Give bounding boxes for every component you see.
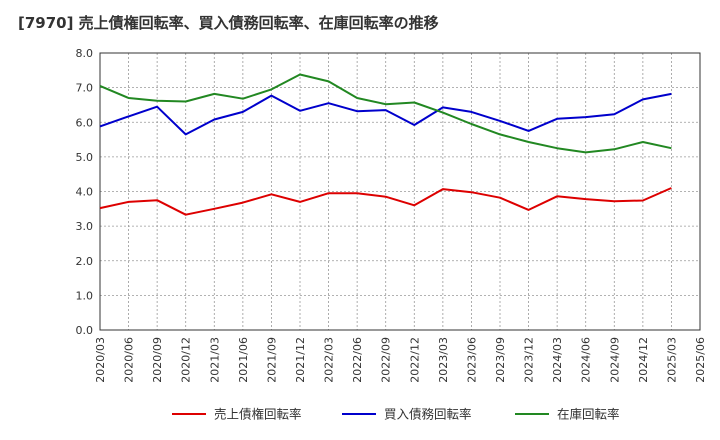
- plot-frame: [99, 52, 701, 331]
- axes: 0.0 1.0 2.0 3.0 4.0 5.0 6.0 7.0 8.0 2020/03 2020/0…: [76, 47, 708, 383]
- x-tick-label: 2024/09: [608, 337, 621, 383]
- x-tick-label: 2022/09: [380, 337, 393, 383]
- y-tick-label: 0.0: [76, 324, 94, 337]
- y-tick-label: 4.0: [76, 186, 94, 199]
- grid: [100, 53, 700, 330]
- chart-title: [7970] 売上債権回転率、買入債務回転率、在庫回転率の推移: [18, 14, 439, 32]
- x-tick-label: 2023/09: [494, 337, 507, 383]
- legend-item[interactable]: 売上債権回転率: [172, 407, 302, 422]
- x-tick-label: 2024/03: [551, 337, 564, 383]
- x-tick-label: 2023/06: [465, 337, 478, 383]
- legend-item[interactable]: 買入債務回転率: [342, 407, 472, 422]
- x-tick-label: 2020/06: [123, 337, 136, 383]
- y-tick-label: 8.0: [76, 47, 94, 60]
- x-tick-label: 2023/03: [437, 337, 450, 383]
- series-line: [99, 73, 672, 154]
- x-tick-label: 2020/12: [180, 337, 193, 383]
- x-tick-label: 2023/12: [523, 337, 536, 383]
- legend-item[interactable]: 在庫回転率: [515, 407, 620, 422]
- legend-label: 在庫回転率: [557, 407, 620, 422]
- y-tick-label: 3.0: [76, 220, 94, 233]
- x-tick-label: 2021/09: [265, 337, 278, 383]
- series-group: [99, 73, 672, 216]
- series-line: [99, 92, 672, 136]
- x-tick-label: 2024/06: [580, 337, 593, 383]
- x-tick-label: 2021/06: [237, 337, 250, 383]
- legend-label: 買入債務回転率: [384, 407, 472, 422]
- x-tick-label: 2022/03: [323, 337, 336, 383]
- x-tick-label: 2024/12: [637, 337, 650, 383]
- x-tick-label: 2021/03: [208, 337, 221, 383]
- y-tick-label: 7.0: [76, 82, 94, 95]
- legend-label: 売上債権回転率: [214, 407, 302, 422]
- x-tick-label: 2021/12: [294, 337, 307, 383]
- series-line: [99, 187, 672, 216]
- legend: 売上債権回転率 買入債務回転率 在庫回転率: [172, 407, 620, 422]
- x-tick-label: 2022/12: [408, 337, 421, 383]
- y-tick-label: 5.0: [76, 151, 94, 164]
- y-tick-label: 1.0: [76, 289, 94, 302]
- x-tick-label: 2020/03: [94, 337, 107, 383]
- x-tick-label: 2020/09: [151, 337, 164, 383]
- x-tick-label: 2025/03: [665, 337, 678, 383]
- y-tick-label: 6.0: [76, 116, 94, 129]
- x-tick-label: 2022/06: [351, 337, 364, 383]
- y-tick-label: 2.0: [76, 255, 94, 268]
- x-tick-label: 2025/06: [694, 337, 707, 383]
